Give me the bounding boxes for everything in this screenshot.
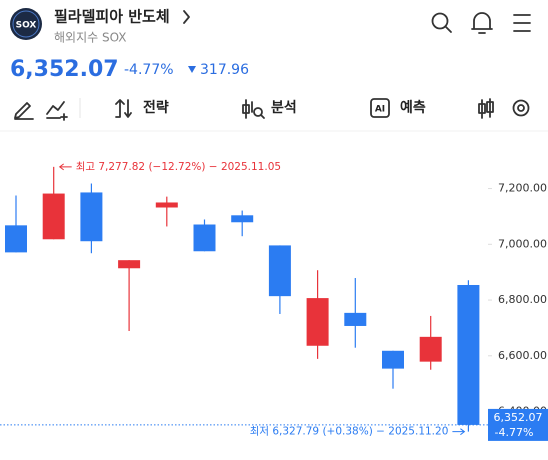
last-price-label: 6,352.07 bbox=[494, 411, 543, 424]
candle-body bbox=[193, 224, 216, 252]
candle-body bbox=[5, 225, 27, 253]
candle-body bbox=[268, 245, 291, 297]
candle-body bbox=[457, 284, 480, 425]
strategy-icon[interactable] bbox=[115, 99, 132, 118]
last-change-label: -4.77% bbox=[495, 426, 534, 439]
ai-icon[interactable]: AI bbox=[375, 105, 385, 115]
y-tick-label: 7,200.00 bbox=[498, 182, 547, 195]
analysis[interactable]: 분석 bbox=[271, 100, 297, 116]
y-tick-label: 6,600.00 bbox=[498, 349, 547, 362]
arrow bbox=[58, 163, 72, 171]
arrow bbox=[452, 428, 466, 436]
analysis-icon[interactable] bbox=[242, 99, 265, 119]
chevron[interactable] bbox=[183, 10, 190, 24]
draw-icon[interactable] bbox=[14, 102, 34, 120]
down-triangle bbox=[188, 66, 196, 73]
settings-icon[interactable] bbox=[512, 99, 530, 117]
menu-icon[interactable] bbox=[513, 14, 531, 32]
low-annotation: 최저 6,327.79 (+0.38%) − 2025.11.20 bbox=[250, 426, 449, 438]
logo-text: SOX bbox=[16, 21, 37, 31]
y-tick-label: 7,000.00 bbox=[498, 237, 547, 250]
candle-icon[interactable] bbox=[478, 98, 494, 119]
bell-icon[interactable] bbox=[471, 12, 493, 34]
change-pct: -4.77% bbox=[124, 62, 174, 78]
ai-icon-box[interactable] bbox=[370, 98, 390, 118]
change: 317.96 bbox=[200, 62, 249, 78]
candle-body bbox=[419, 336, 442, 362]
indicator-icon[interactable] bbox=[46, 101, 68, 121]
candle-body bbox=[344, 312, 367, 326]
last-price-box bbox=[488, 408, 548, 441]
y-tick-label: 6,800.00 bbox=[498, 293, 547, 306]
subtitle: 해외지수 SOX bbox=[54, 31, 127, 45]
title[interactable]: 필라델피아 반도체 bbox=[54, 8, 170, 26]
high-annotation: 최고 7,277.82 (−12.72%) − 2025.11.05 bbox=[76, 161, 281, 173]
logo bbox=[10, 8, 42, 40]
candle-body bbox=[382, 350, 404, 369]
candle-body bbox=[80, 192, 103, 242]
logo-ring bbox=[12, 10, 40, 38]
search-icon[interactable] bbox=[431, 12, 452, 33]
candle-body bbox=[306, 298, 329, 346]
price: 6,352.07 bbox=[10, 57, 119, 82]
strategy[interactable]: 전략 bbox=[143, 99, 169, 116]
forecast[interactable]: 예측 bbox=[400, 100, 426, 116]
candle-body bbox=[231, 215, 254, 223]
candle-body bbox=[118, 260, 141, 269]
candle-body bbox=[42, 193, 65, 240]
candle-body bbox=[155, 202, 178, 208]
